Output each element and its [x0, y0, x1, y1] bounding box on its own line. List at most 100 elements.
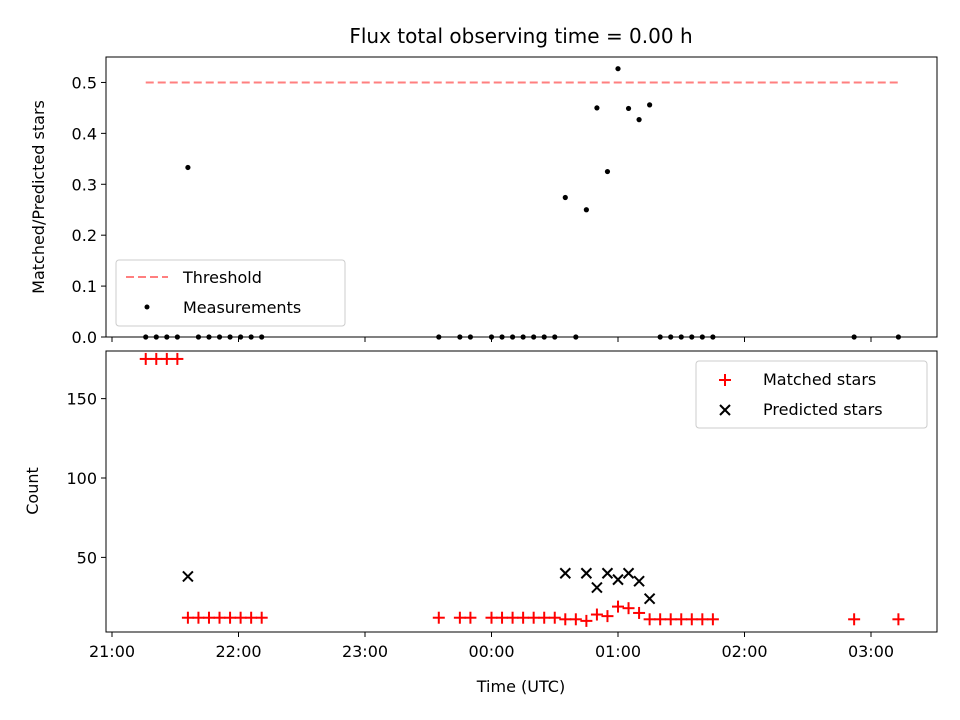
- matched-star-marker: [432, 611, 445, 624]
- matched-star-marker: [485, 611, 498, 624]
- top-y-tick-label: 0.1: [72, 277, 97, 296]
- top-y-tick-label: 0.3: [72, 175, 97, 194]
- predicted-star-marker: [580, 567, 593, 579]
- matched-star-marker: [160, 352, 173, 365]
- bottom-plot: Count Time (UTC) 50 100 150 21:00 22:00 23:0…: [23, 350, 938, 696]
- matched-star-marker: [538, 611, 551, 624]
- predicted-star-marker: [559, 567, 571, 579]
- bottom-axes-frame: [105, 350, 938, 633]
- matched-star-marker: [517, 611, 530, 624]
- top-axes-frame: [105, 56, 938, 338]
- matched-star-marker: [224, 611, 237, 624]
- matched-star-marker: [527, 611, 540, 624]
- top-x-ticks: [111, 337, 872, 342]
- predicted-star-marker: [622, 567, 635, 579]
- legend-matched-label: Matched stars: [763, 370, 876, 389]
- matched-star-marker: [496, 611, 509, 624]
- matched-star-marker: [601, 610, 614, 623]
- bottom-x-tick-label: 22:00: [215, 642, 261, 661]
- bottom-x-tick-label: 02:00: [721, 642, 767, 661]
- matched-star-marker: [171, 352, 184, 365]
- measurement-point: [647, 102, 653, 108]
- bottom-legend: Matched stars Predicted stars: [695, 360, 928, 429]
- legend-measurements-swatch: [144, 304, 150, 310]
- predicted-star-marker: [643, 592, 656, 605]
- top-y-tick-label: 0.2: [72, 226, 97, 245]
- matched-star-marker: [234, 611, 247, 624]
- legend-threshold-label: Threshold: [182, 268, 262, 287]
- predicted-star-marker: [182, 570, 194, 583]
- bottom-x-tick-label: 21:00: [89, 642, 135, 661]
- legend-predicted-label: Predicted stars: [763, 400, 883, 419]
- bottom-xlabel: Time (UTC): [476, 677, 565, 696]
- matched-star-marker: [685, 613, 698, 626]
- top-legend-box: [115, 259, 346, 327]
- legend-matched-swatch: [719, 374, 731, 386]
- matched-star-marker: [453, 611, 466, 624]
- bottom-ylabel: Count: [23, 467, 42, 515]
- bottom-y-ticks: 50 100 150: [66, 390, 106, 567]
- measurement-point: [583, 207, 589, 213]
- measurement-points: [143, 66, 902, 340]
- bottom-x-tick-label: 01:00: [595, 642, 641, 661]
- matched-star-marker: [580, 614, 593, 627]
- measurement-point: [604, 168, 611, 175]
- matched-star-marker: [255, 611, 268, 624]
- top-y-tick-label: 0.5: [72, 73, 97, 92]
- matched-star-marker: [654, 613, 667, 626]
- bottom-x-ticks: 21:00 22:00 23:00 00:00 01:00 02:00 03:00: [89, 632, 894, 661]
- matched-star-marker: [213, 611, 226, 624]
- matched-star-marker: [569, 613, 582, 626]
- legend-measurements-label: Measurements: [183, 298, 301, 317]
- matched-star-marker: [675, 613, 688, 626]
- top-y-ticks: 0.0 0.1 0.2 0.3 0.4 0.5: [72, 73, 106, 347]
- matched-star-marker: [612, 600, 624, 613]
- matched-star-marker: [506, 611, 519, 624]
- top-y-tick-label: 0.4: [72, 124, 97, 143]
- bottom-y-tick-label: 100: [66, 469, 97, 488]
- top-y-tick-label: 0.0: [72, 328, 97, 347]
- matched-star-marker: [559, 613, 572, 626]
- measurement-point: [625, 105, 632, 112]
- measurement-point: [185, 164, 191, 171]
- matched-star-marker: [706, 613, 719, 626]
- matched-star-marker: [590, 608, 603, 621]
- matched-star-marker: [892, 613, 905, 626]
- top-legend: Threshold Measurements: [115, 259, 346, 327]
- matched-star-marker: [202, 611, 215, 624]
- matched-star-marker: [643, 613, 656, 626]
- bottom-x-tick-label: 03:00: [848, 642, 894, 661]
- matched-star-marker: [696, 613, 709, 626]
- predicted-star-marker: [633, 575, 645, 587]
- matched-star-marker: [245, 611, 258, 624]
- top-plot: Matched/Predicted stars 0.00.10.20.30.40…: [29, 56, 938, 347]
- matched-star-marker: [139, 352, 152, 365]
- matched-star-marker: [548, 611, 561, 624]
- matched-points: [139, 352, 905, 627]
- legend-predicted-swatch: [719, 404, 731, 416]
- bottom-legend-box: [695, 360, 928, 429]
- bottom-x-tick-label: 23:00: [342, 642, 388, 661]
- matched-star-marker: [664, 613, 677, 626]
- measurement-point: [615, 66, 621, 72]
- matched-star-marker: [633, 606, 646, 619]
- top-ylabel: Matched/Predicted stars: [29, 100, 48, 294]
- predicted-star-marker: [591, 581, 603, 594]
- matched-star-marker: [192, 611, 205, 624]
- matched-star-marker: [150, 352, 163, 365]
- matched-star-marker: [464, 611, 477, 624]
- bottom-y-tick-label: 50: [77, 548, 97, 567]
- bottom-y-tick-label: 150: [66, 390, 97, 409]
- matched-star-marker: [622, 602, 635, 615]
- predicted-star-marker: [601, 567, 614, 579]
- measurement-point: [594, 105, 600, 111]
- matched-star-marker: [848, 613, 861, 626]
- measurement-point: [562, 194, 568, 201]
- chart-title: Flux total observing time = 0.00 h: [349, 24, 692, 48]
- bottom-x-tick-label: 00:00: [468, 642, 514, 661]
- matched-star-marker: [181, 611, 194, 624]
- predicted-star-marker: [612, 573, 624, 586]
- measurement-point: [636, 117, 642, 123]
- predicted-points: [182, 567, 656, 605]
